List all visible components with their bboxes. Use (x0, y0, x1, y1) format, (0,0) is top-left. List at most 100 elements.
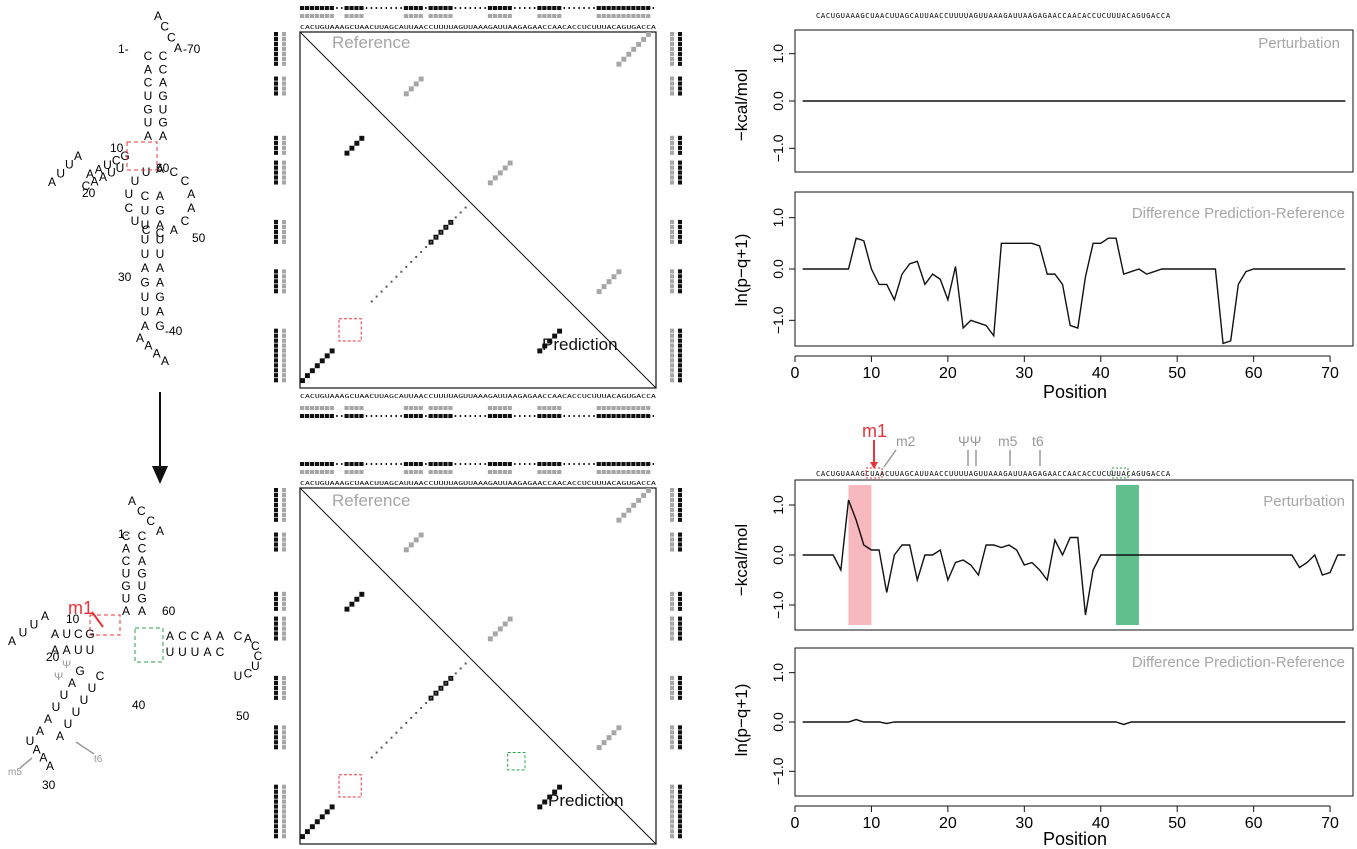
dotplot-ruler-mark (274, 784, 278, 789)
dotplot-ruler-dot (588, 463, 590, 465)
ylabel-top-perturbation: −kcal/mol (732, 69, 751, 141)
ylabel-bot-perturbation: −kcal/mol (732, 524, 751, 596)
dotplot-ruler-dot (593, 463, 595, 465)
nucleotide-acceptor-3: A (138, 604, 146, 618)
dotplot-ruler-mark (547, 414, 552, 418)
nucleotide-cca: A (154, 9, 162, 23)
dotplot-ruler-mark (282, 81, 286, 86)
dotplot-faint-pair (430, 697, 433, 700)
plot-line (802, 237, 1346, 345)
dotplot-ruler-mark (626, 470, 631, 474)
dotplot-ruler-mark (274, 819, 278, 824)
dotplot-faint-pair (425, 702, 428, 705)
dotplot-ruler-mark (274, 234, 278, 239)
nucleotide-t-loop: C (181, 214, 190, 228)
x-tick-label: 50 (1168, 365, 1186, 382)
nucleotide-t-loop: C (251, 639, 260, 653)
dotplot-ruler-mark (616, 470, 621, 474)
dotplot-ruler-mark (282, 636, 286, 641)
nucleotide-d-arm: C (82, 179, 91, 193)
dotplot-ruler-mark (596, 414, 601, 418)
dotplot-ruler-mark (670, 36, 674, 42)
dotplot-ruler-dot (519, 7, 521, 9)
dotplot-ruler-mark (433, 462, 438, 466)
dotplot-ruler-mark (611, 6, 616, 10)
dotplot-ruler-mark (678, 234, 682, 239)
dotplot-ruler-mark (413, 414, 418, 418)
dotplot-faint-pair (459, 211, 462, 214)
nucleotide-anticodon-5: A (141, 319, 149, 333)
dotplot-ruler-mark (282, 368, 286, 373)
dotplot-ruler-mark (274, 690, 278, 695)
dotplot-ruler-mark (670, 636, 674, 641)
dotplot-ruler-mark (596, 470, 601, 474)
dotplot-prediction-pair (537, 348, 543, 354)
y-tick-label: −1.0 (770, 134, 786, 162)
dotplot-ruler-mark (282, 740, 286, 745)
dotplot-ruler-mark (670, 814, 674, 819)
x-tick-label: 40 (1092, 365, 1110, 382)
dotplot-ruler-mark (282, 165, 286, 170)
dotplot-ruler-mark (349, 462, 354, 466)
dotplot-ruler-mark (670, 51, 674, 56)
dotplot-ruler-mark (329, 14, 334, 18)
dotplot-reference-prediction-bottom: CACUGUAAAGCUAACUUAGCAUUAACCUUUUAGUUAAAGA… (274, 462, 682, 845)
nucleotide-t-loop: C (244, 666, 253, 680)
dotplot-ruler-mark (678, 363, 682, 368)
dotplot-ruler-mark (601, 462, 606, 466)
dotplot-prediction-pair (319, 814, 325, 820)
dotplot-ruler-mark (497, 462, 502, 466)
nucleotide-anticodon-loop: A (153, 346, 161, 360)
dotplot-faint-pair (454, 216, 457, 219)
dotplot-ruler-mark (324, 470, 329, 474)
dotplot-ruler-mark (641, 462, 646, 466)
y-tick-label: 1.0 (770, 44, 786, 64)
dotplot-ruler-mark (282, 51, 286, 56)
dotplot-ruler-mark (537, 6, 542, 10)
dotplot-ruler-mark (304, 462, 310, 466)
dotplot-ruler-mark (329, 462, 334, 466)
dotplot-ruler-mark (359, 414, 364, 418)
dotplot-ruler-mark (646, 462, 651, 466)
dotplot-prediction-pair (344, 606, 350, 612)
dotplot-ruler-mark (626, 14, 631, 18)
y-tick-label: 0.0 (770, 91, 786, 111)
dotplot-ruler-mark (502, 14, 507, 18)
mod-label-psi1-struct: Ψ (62, 659, 71, 671)
dotplot-ruler-mark (274, 537, 278, 542)
dotplot-ruler-mark (492, 462, 498, 466)
dotplot-ruler-dot (464, 463, 467, 465)
dotplot-ruler-mark (678, 239, 682, 244)
dotplot-ruler-mark (678, 41, 682, 47)
dotplot-prediction-pair (557, 784, 563, 790)
dotplot-ruler-mark (678, 76, 682, 81)
dotplot-ruler-mark (678, 542, 682, 547)
dotplot-ruler-mark (626, 414, 631, 418)
dotplot-ruler-mark (678, 636, 682, 641)
dotplot-ruler-mark (282, 819, 286, 824)
y-tick-label: 1.0 (770, 208, 786, 228)
nucleotide-t-loop: C (156, 226, 165, 240)
dotplot-ruler-mark (282, 145, 286, 150)
dotplot-ruler-mark (678, 745, 682, 750)
dotplot-ruler-mark (646, 414, 651, 418)
dotplot-ruler-mark (601, 14, 606, 18)
nucleotide-acceptor-5: A (144, 62, 152, 76)
dotplot-ruler-mark (319, 406, 324, 410)
dotplot-ruler-mark (274, 51, 278, 56)
dotplot-ruler-mark (502, 470, 507, 474)
dotplot-prediction-pair (324, 809, 330, 815)
dotplot-ruler-mark (678, 537, 682, 542)
dotplot-ruler-mark (636, 470, 641, 474)
dotplot-ruler-mark (678, 488, 682, 493)
dotplot-faint-pair (439, 687, 442, 690)
nucleotide-anticodon-5: U (72, 705, 81, 719)
dotplot-ruler-mark (282, 497, 286, 503)
dotplot-ruler-mark (678, 497, 682, 503)
dotplot-faint-pair (385, 741, 388, 744)
dotplot-ruler-mark (282, 150, 286, 155)
dotplot-ruler-mark (274, 239, 278, 244)
dotplot-ruler-mark (282, 234, 286, 239)
dotplot-ruler-mark (324, 462, 329, 466)
